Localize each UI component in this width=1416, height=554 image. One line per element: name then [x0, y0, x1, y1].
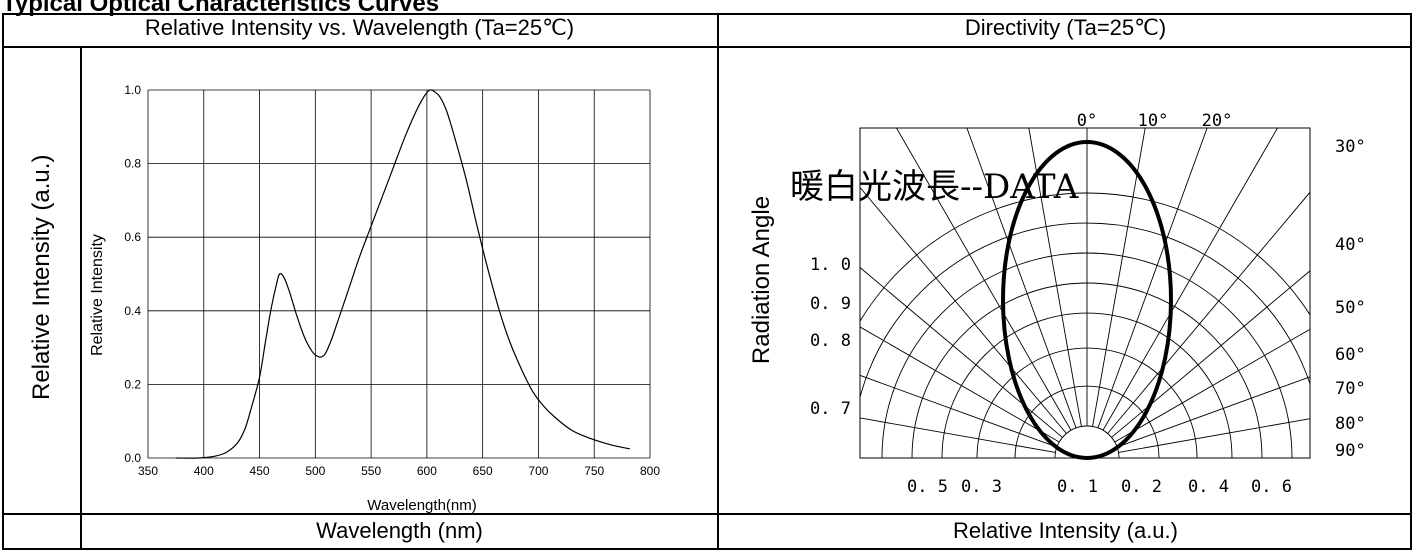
- polar-radial-line: [860, 266, 1063, 438]
- polar-radial-line: [860, 186, 1067, 434]
- polar-radial-line: [860, 374, 1058, 448]
- left-panel-footer: Wavelength (nm): [316, 518, 483, 543]
- angle-label: 0°: [1077, 111, 1097, 131]
- y-axis-title: Relative Intensity: [89, 234, 106, 356]
- angle-label: 60°: [1335, 345, 1366, 365]
- left-panel-header: Relative Intensity vs. Wavelength (Ta=25…: [144, 15, 575, 40]
- x-tick-label: 450: [250, 464, 270, 478]
- table-footer-rule: [2, 513, 1412, 515]
- right-panel-footer: Relative Intensity (a.u.): [953, 518, 1178, 543]
- x-tick-label: 500: [305, 464, 325, 478]
- left-side-label: Relative Intensity (a.u.): [28, 154, 55, 400]
- y-tick-label: 0.2: [124, 377, 141, 391]
- polar-radial-line: [1097, 128, 1208, 429]
- x-tick-label: 700: [528, 464, 548, 478]
- x-tick-label: 550: [361, 464, 381, 478]
- angle-label: 10°: [1138, 111, 1169, 131]
- left-side-column-rule: [80, 48, 82, 550]
- radiation-lobe: [1001, 140, 1173, 460]
- angle-label: 70°: [1335, 379, 1366, 399]
- angle-label: 40°: [1335, 235, 1366, 255]
- polar-radial-line: [895, 128, 1072, 431]
- y-tick-label: 0.6: [124, 230, 141, 244]
- angle-label: 80°: [1335, 414, 1366, 434]
- polar-radial-line: [966, 128, 1077, 429]
- polar-radial-line: [1111, 270, 1310, 438]
- intensity-tick-label: 0. 5: [907, 477, 948, 497]
- table-divider-middle: [717, 13, 719, 550]
- x-tick-label: 800: [640, 464, 660, 478]
- intensity-tick-label: 0. 6: [1251, 477, 1292, 497]
- x-axis-title: Wavelength(nm): [367, 497, 476, 513]
- angle-label: 30°: [1335, 137, 1366, 157]
- x-tick-label: 350: [138, 464, 158, 478]
- x-tick-label: 650: [473, 464, 493, 478]
- y-tick-label: 0.8: [124, 157, 141, 171]
- right-panel-header: Directivity (Ta=25℃): [964, 15, 1167, 40]
- x-tick-label: 600: [417, 464, 437, 478]
- polar-radial-line: [1102, 128, 1279, 431]
- angle-label: 50°: [1335, 298, 1366, 318]
- polar-radial-line: [1114, 328, 1310, 443]
- x-tick-label: 400: [194, 464, 214, 478]
- polar-radial-line: [1116, 376, 1310, 448]
- spectrum-chart: 350 400 450 500 550 600 650 700 750 800 0.0 0.2 0.4 0…: [89, 83, 660, 513]
- characteristics-table: [2, 13, 1412, 550]
- polar-radial-line: [860, 326, 1060, 443]
- intensity-tick-label: 0. 3: [961, 477, 1002, 497]
- angle-label: 20°: [1202, 111, 1233, 131]
- directivity-chart: 0° 10° 20° 30° 40° 50° 60° 70° 80° 90° 1. 0 0. 9 0. …: [790, 111, 1366, 497]
- polar-radial-line: [1118, 418, 1310, 453]
- overlay-text: 暖白光波長--DATA: [790, 167, 1079, 207]
- x-tick-label: 750: [584, 464, 604, 478]
- radius-label: 0. 7: [810, 399, 851, 419]
- y-tick-label: 0.4: [124, 304, 141, 318]
- radius-label: 0. 8: [810, 331, 851, 351]
- intensity-tick-label: 0. 4: [1188, 477, 1229, 497]
- section-title: Typical Optical Characteristics Curves: [2, 0, 440, 17]
- table-header-rule: [2, 46, 1412, 48]
- polar-radial-line: [1028, 128, 1082, 427]
- intensity-tick-label: 0. 2: [1121, 477, 1162, 497]
- angle-label: 90°: [1335, 441, 1366, 461]
- radius-label: 0. 9: [810, 294, 851, 314]
- polar-radial-line: [1107, 191, 1310, 434]
- y-tick-label: 0.0: [124, 451, 141, 465]
- polar-radial-line: [1092, 128, 1146, 427]
- polar-radial-line: [860, 417, 1056, 453]
- intensity-tick-label: 0. 1: [1057, 477, 1098, 497]
- y-tick-label: 1.0: [124, 83, 141, 97]
- spectrum-series-line: [175, 89, 631, 459]
- radius-label: 1. 0: [810, 255, 851, 275]
